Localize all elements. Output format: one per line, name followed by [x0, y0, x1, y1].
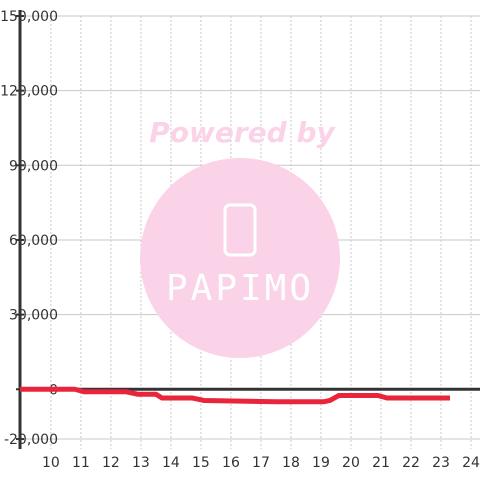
x-tick-label: 16 — [222, 455, 240, 471]
x-tick-label: 13 — [132, 455, 150, 471]
x-tick-label: 12 — [102, 455, 120, 471]
x-tick-label: 15 — [192, 455, 210, 471]
x-tick-label: 20 — [342, 455, 360, 471]
watermark-top: Powered by — [149, 116, 336, 149]
x-tick-label: 18 — [282, 455, 300, 471]
x-tick-label: 22 — [402, 455, 420, 471]
x-tick-label: 17 — [252, 455, 270, 471]
x-tick-label: 10 — [42, 455, 60, 471]
x-tick-label: 23 — [432, 455, 450, 471]
x-tick-label: 11 — [72, 455, 90, 471]
watermark-logo: PAPIMO — [166, 268, 314, 309]
y-tick-label: -20,000 — [4, 432, 58, 448]
watermark: Powered by PAPIMO — [140, 116, 340, 358]
x-tick-label: 14 — [162, 455, 180, 471]
y-tick-label: 120,000 — [0, 84, 58, 100]
x-tick-label: 19 — [312, 455, 330, 471]
x-tick-label: 21 — [372, 455, 390, 471]
watermark-circle — [140, 158, 340, 358]
watermark-phone — [223, 203, 257, 257]
y-tick-label: 150,000 — [0, 9, 58, 25]
x-tick-label: 24 — [462, 455, 480, 471]
line — [20, 386, 450, 405]
